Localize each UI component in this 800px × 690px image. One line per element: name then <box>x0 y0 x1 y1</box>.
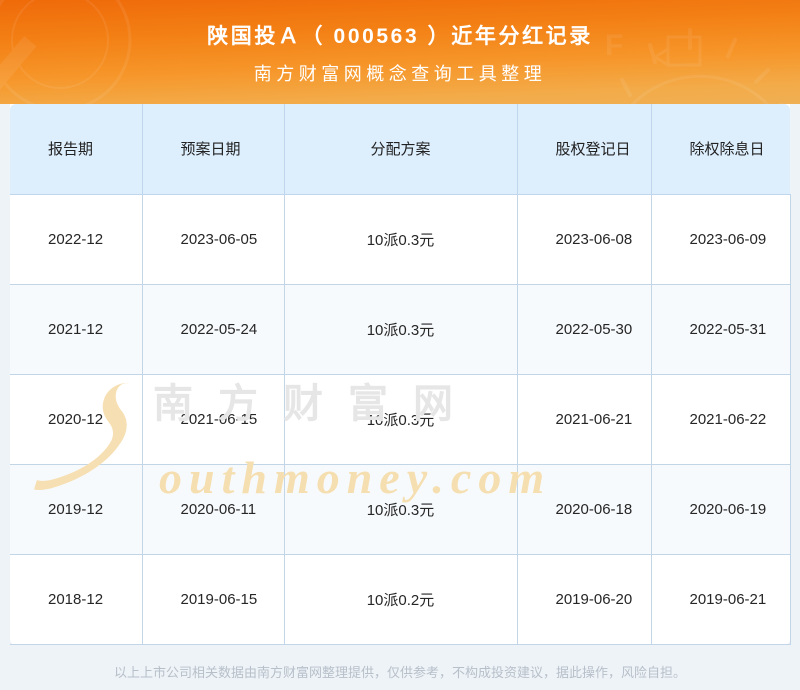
svg-text:F: F <box>605 29 623 62</box>
